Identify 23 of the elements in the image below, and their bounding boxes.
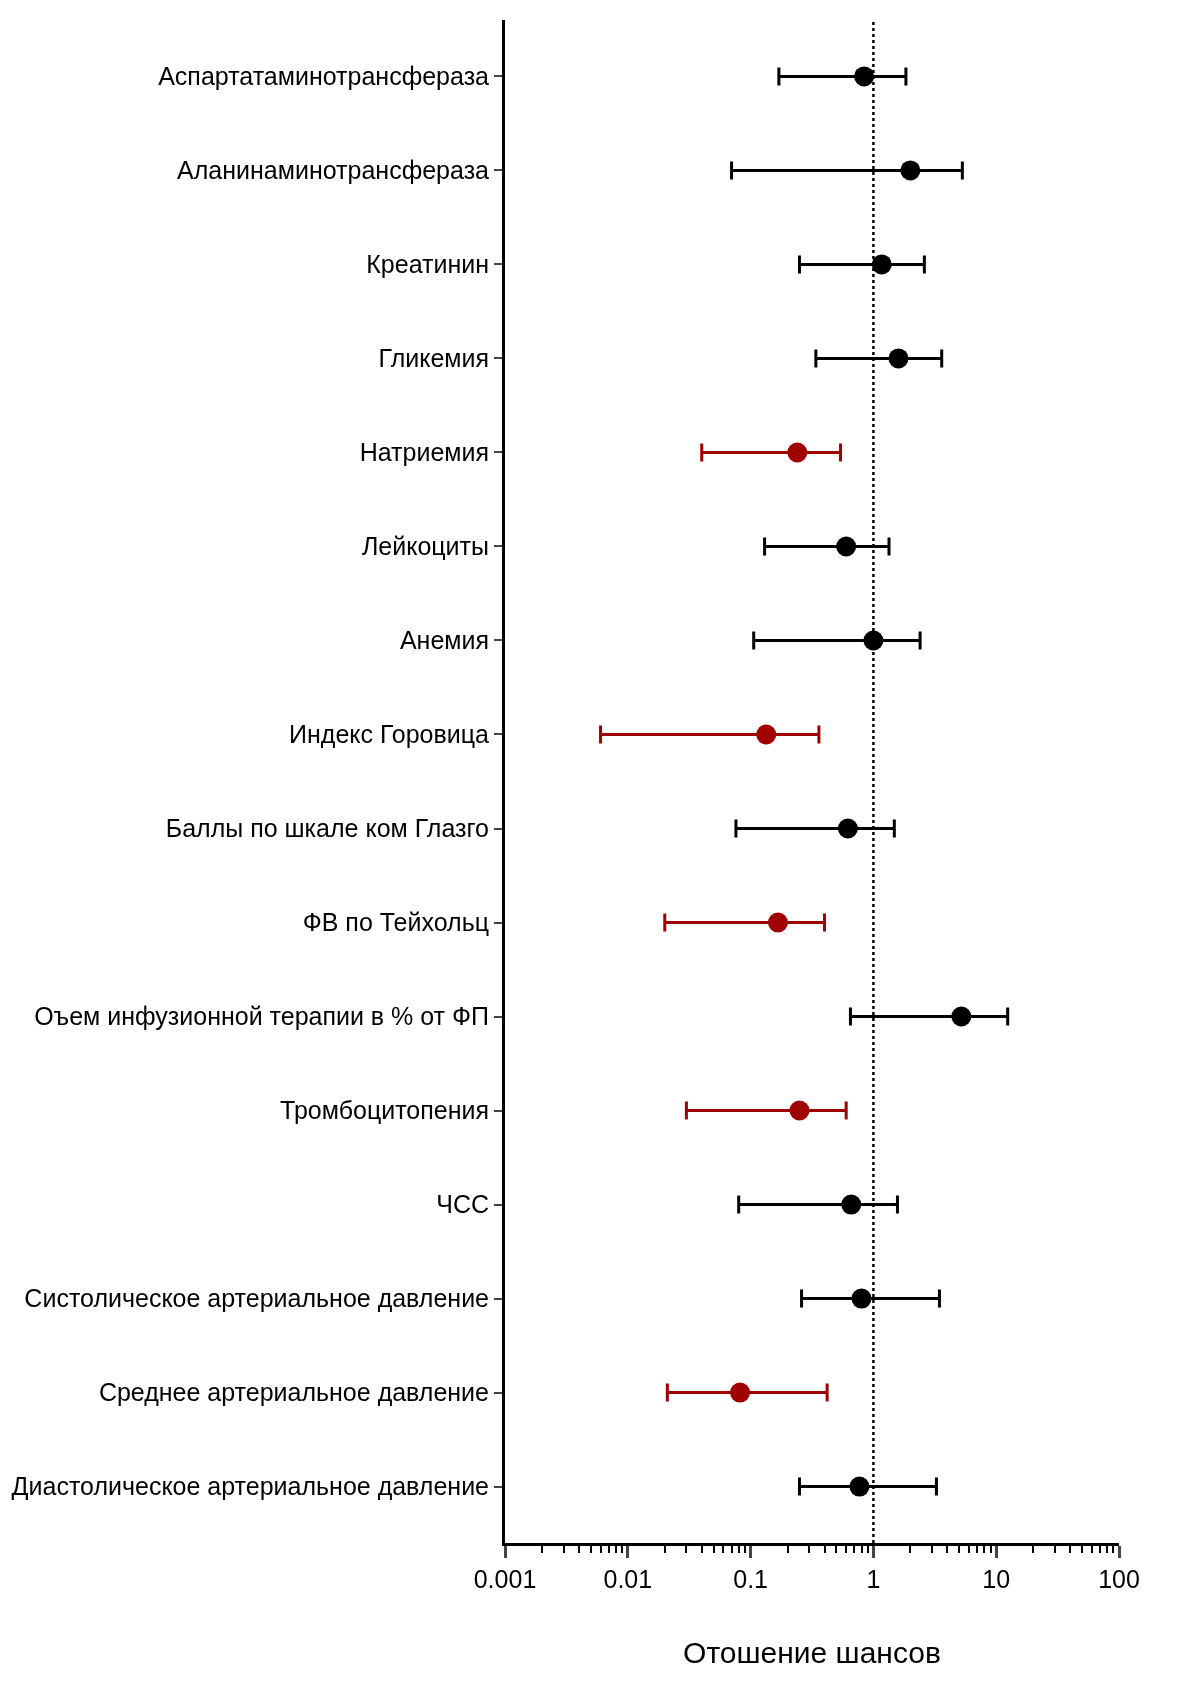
x-tick-label: 0.001: [473, 1565, 537, 1593]
y-tick-label: Гликемия: [378, 344, 489, 373]
x-tick-label: 1: [866, 1565, 881, 1593]
y-tick-label: Натриемия: [359, 438, 489, 467]
x-tick-label: 0.1: [733, 1565, 768, 1593]
y-tick-label: ФВ по Тейхольц: [302, 908, 489, 937]
y-tick-label: Систолическое артериальное давление: [24, 1284, 489, 1313]
y-tick-label: Креатинин: [366, 250, 489, 279]
y-tick-label: Анемия: [399, 626, 489, 655]
y-tick-label: Баллы по шкале ком Глазго: [165, 814, 489, 843]
x-axis-title: Отошение шансов: [683, 1635, 941, 1669]
y-tick-label: Аспартатаминотрансфераза: [158, 62, 490, 91]
y-tick-label: Тромбоцитопения: [280, 1096, 489, 1125]
y-tick-label: Индекс Горовица: [289, 720, 490, 749]
y-tick-label: Диастолическое артериальное давление: [11, 1472, 489, 1501]
y-tick-label: Оъем инфузионной терапии в % от ФП: [34, 1002, 489, 1031]
y-tick-label: Среднее артериальное давление: [98, 1378, 489, 1407]
y-tick-label: Лейкоциты: [361, 532, 489, 561]
y-tick-label: Аланинаминотрансфераза: [177, 156, 490, 185]
x-tick-label: 10: [982, 1565, 1011, 1593]
x-tick-label: 100: [1098, 1565, 1140, 1593]
y-tick-label: ЧСС: [436, 1190, 489, 1219]
x-tick-label: 0.01: [603, 1565, 653, 1593]
